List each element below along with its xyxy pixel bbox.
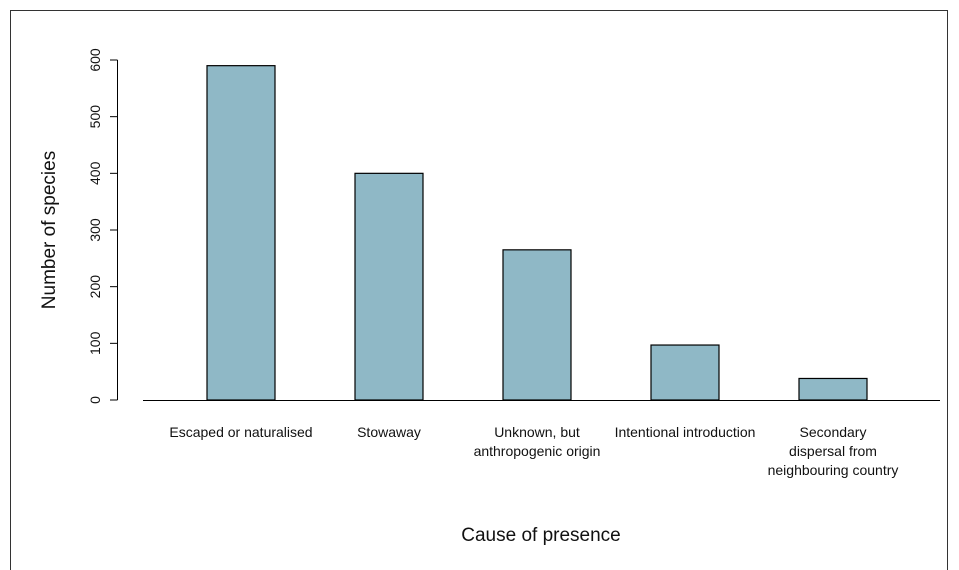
category-label-0: Escaped or naturalised — [169, 424, 312, 440]
y-tick-label-6: 600 — [87, 48, 103, 72]
y-tick-label-2: 200 — [87, 275, 103, 299]
category-label-3-line-0: Intentional introduction — [615, 424, 756, 440]
category-label-4-line-2: neighbouring country — [768, 462, 899, 478]
bars-group — [206, 65, 868, 401]
category-label-2-line-1: anthropogenic origin — [474, 443, 601, 459]
y-tick-label-5: 500 — [87, 105, 103, 129]
bar-3 — [650, 344, 720, 401]
y-tick-label-1: 100 — [87, 331, 103, 355]
bar-1 — [354, 172, 424, 401]
y-axis-label: Number of species — [39, 151, 60, 309]
category-label-0-line-0: Escaped or naturalised — [169, 424, 312, 440]
category-label-1-line-0: Stowaway — [357, 424, 421, 440]
category-label-3: Intentional introduction — [615, 424, 756, 440]
category-label-4-line-0: Secondary — [800, 424, 867, 440]
y-axis: 0 100 200 300 400 500 600 — [87, 48, 118, 404]
chart-frame — [10, 10, 948, 570]
category-label-4: Secondary dispersal from neighbouring coun… — [768, 424, 899, 478]
category-label-2: Unknown, but anthropogenic origin — [474, 424, 601, 459]
x-axis-label: Cause of presence — [461, 525, 621, 546]
category-label-2-line-0: Unknown, but — [494, 424, 580, 440]
category-label-4-line-1: dispersal from — [789, 443, 877, 459]
bar-2 — [502, 249, 572, 401]
y-tick-label-0: 0 — [87, 396, 103, 404]
category-label-1: Stowaway — [357, 424, 421, 440]
x-axis: Escaped or naturalised Stowaway Unknown, b… — [143, 400, 940, 478]
y-tick-label-4: 400 — [87, 161, 103, 185]
bar-0 — [206, 65, 276, 401]
bar-4 — [798, 377, 868, 401]
y-tick-label-3: 300 — [87, 218, 103, 242]
